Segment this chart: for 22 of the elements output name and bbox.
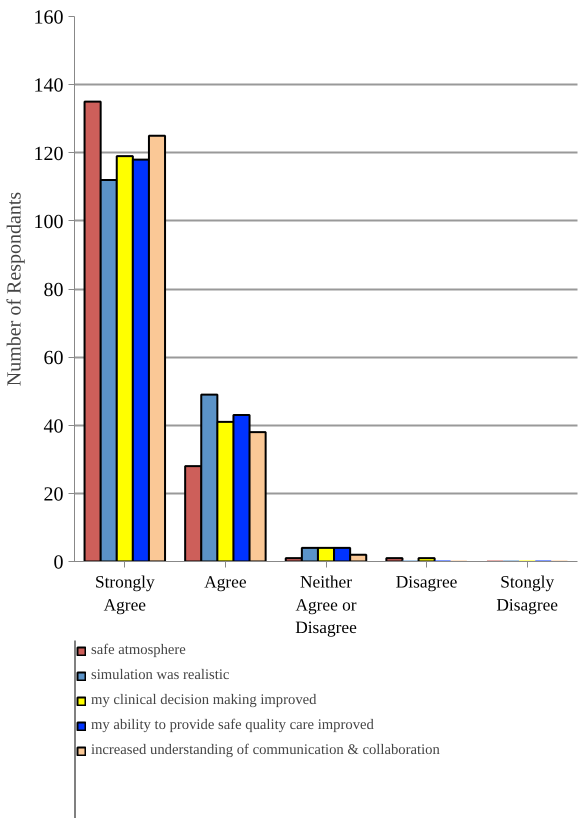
legend-label: increased understanding of communication & collaboration: [91, 742, 440, 759]
legend-label: my ability to provide safe quality care improved: [91, 717, 374, 734]
y-tick-label: 20: [44, 483, 64, 506]
legend-label: simulation was realistic: [91, 667, 230, 684]
y-axis-title: Number of Respondants: [4, 192, 26, 386]
y-tick-label: 80: [44, 279, 64, 301]
x-tick-label: Stongly Disagree: [496, 572, 558, 614]
y-tick-label: 120: [34, 142, 64, 165]
legend-label: safe atmosphere: [91, 642, 186, 659]
x-tick-label: Strongly Agree: [94, 572, 155, 614]
x-tick-label: Agree: [204, 572, 247, 592]
y-tick-label: 100: [34, 210, 64, 233]
legend-label: my clinical decision making improved: [91, 692, 316, 709]
y-tick-label: 140: [34, 74, 64, 97]
y-tick-label: 60: [44, 347, 64, 370]
bar: [385, 557, 404, 562]
x-tick-label: Disagree: [396, 572, 458, 592]
y-tick-label: 160: [34, 6, 64, 28]
x-tick-label: Neither Agree or Disagree: [295, 572, 358, 638]
y-tick-label: 40: [44, 415, 64, 438]
bar: [418, 557, 436, 562]
y-tick-label: 0: [54, 552, 64, 574]
